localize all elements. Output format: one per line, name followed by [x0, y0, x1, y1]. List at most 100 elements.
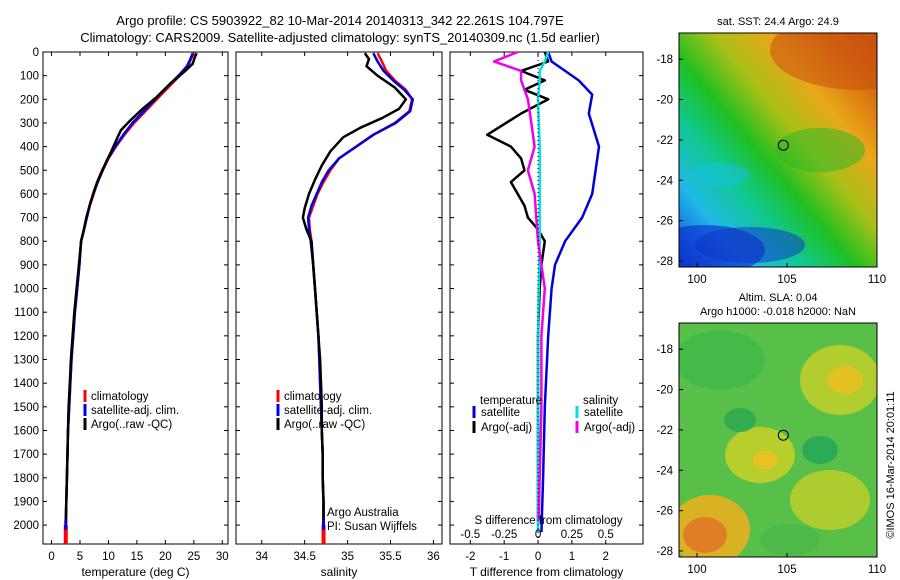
depth-tick-label: 200 — [20, 94, 39, 106]
depth-tick-label: 1000 — [13, 284, 39, 296]
sst-argo-marker-icon — [777, 139, 789, 151]
legend-label-1: satellite-adj. clim. — [284, 405, 372, 417]
plot-frame — [42, 51, 229, 545]
depth-tick-label: 900 — [20, 260, 39, 272]
x-tick-label: 0 — [48, 551, 54, 563]
map-x-tick-label: 110 — [868, 274, 886, 286]
imos-timestamp: ©IMOS 16-Mar-2014 20:01:11 — [885, 391, 897, 538]
x-tick-label: 5 — [77, 551, 83, 563]
legend-label-0: climatology — [91, 391, 149, 403]
map-y-tick-label: -26 — [656, 216, 673, 228]
annotation-line-1: PI: Susan Wijffels — [327, 521, 417, 533]
x-tick-label: 30 — [216, 551, 229, 563]
legend-label-1: Argo(-adj) — [481, 422, 532, 434]
sla-argo-marker-icon — [777, 429, 789, 441]
map-y-tick-label: -18 — [656, 344, 673, 356]
legend-label-2: Argo(..raw -QC) — [91, 419, 172, 431]
map-y-tick-label: -28 — [656, 256, 673, 268]
depth-tick-label: 1900 — [13, 496, 39, 508]
depth-tick-label: 1700 — [13, 449, 39, 461]
depth-tick-label: 1600 — [13, 425, 39, 437]
x-tick-label: 0 — [535, 551, 541, 563]
plot-frame — [235, 51, 443, 545]
depth-tick-label: 700 — [20, 213, 39, 225]
salinity-tick-label: 0.5 — [598, 529, 614, 541]
x-tick-label: 36 — [427, 551, 440, 563]
map-x-tick-label: 100 — [687, 274, 706, 286]
legend-label-2: Argo(..raw -QC) — [284, 419, 365, 431]
x-tick-label: 34 — [255, 551, 268, 563]
series-line-0 — [540, 51, 601, 533]
sla-map-ticks: 100 105 110 -18 -20 -22 -24 -26 -28 — [656, 344, 886, 576]
x-tick-label: 10 — [102, 551, 115, 563]
depth-tick-label: 1500 — [13, 402, 39, 414]
map-y-tick-label: -18 — [656, 54, 673, 66]
x-tick-label: 35 — [341, 551, 354, 563]
annotation-line-0: Argo Australia — [327, 507, 399, 519]
sla-map-field — [679, 323, 877, 557]
map-x-tick-label: 105 — [777, 274, 796, 286]
map-x-tick-label: 105 — [777, 564, 796, 576]
series-line-2 — [536, 51, 550, 533]
x-tick-label: 15 — [131, 551, 144, 563]
plot-frame — [449, 51, 644, 545]
map-y-tick-label: -26 — [656, 506, 673, 518]
map-y-tick-label: -20 — [656, 95, 673, 107]
map-y-tick-label: -22 — [656, 135, 673, 147]
map-x-tick-label: 100 — [687, 564, 706, 576]
legend-label-0: climatology — [284, 391, 342, 403]
salinity-tick-label: -0.5 — [460, 529, 480, 541]
sst-map-title: sat. SST: 24.4 Argo: 24.9 — [717, 16, 839, 28]
series-line-3 — [492, 50, 547, 521]
sst-map-panel: sat. SST: 24.4 Argo: 24.9 100 105 110 -18 -2… — [656, 16, 886, 286]
depth-tick-label: 600 — [20, 189, 39, 201]
depth-tick-label: 1200 — [13, 331, 39, 343]
sla-map-title: Altim. SLA: 0.04 — [739, 292, 818, 304]
depth-tick-label: 400 — [20, 142, 39, 154]
depth-tick-label: 300 — [20, 118, 39, 130]
temperature-panel: 0100200300400500600700800900100011001200… — [13, 47, 228, 579]
depth-tick-label: 100 — [20, 71, 39, 83]
series-line-2 — [64, 52, 198, 523]
map-y-tick-label: -24 — [656, 175, 673, 187]
depth-tick-label: 2000 — [13, 520, 39, 532]
salinity-panel: 34 34.5 35 35.5 36 salinity climatology satelli… — [235, 51, 443, 579]
legend-label-2: satellite — [584, 407, 623, 419]
sst-map-ticks: 100 105 110 -18 -20 -22 -24 -26 -28 — [656, 54, 886, 286]
series-line-2 — [301, 52, 408, 521]
depth-tick-label: 1100 — [14, 307, 39, 319]
salinity-axis-label: S difference from climatology — [474, 515, 622, 527]
salinity-tick-label: 0.25 — [561, 529, 583, 541]
x-tick-label: 25 — [187, 551, 200, 563]
sla-map-panel: Altim. SLA: 0.04 Argo h1000: -0.018 h200… — [656, 292, 886, 576]
legend-label-1: satellite-adj. clim. — [91, 405, 179, 417]
legend-header-temperature: temperature — [480, 395, 542, 407]
map-y-tick-label: -28 — [656, 546, 673, 558]
depth-tick-label: 1300 — [13, 355, 39, 367]
legend-label-3: Argo(-adj) — [584, 422, 635, 434]
header-line-1: Argo profile: CS 5903922_82 10-Mar-2014 … — [116, 13, 564, 28]
x-tick-label: 20 — [159, 551, 172, 563]
sla-map-subtitle: Argo h1000: -0.018 h2000: NaN — [700, 306, 856, 318]
x-axis-label: T difference from climatology — [470, 565, 624, 579]
x-tick-label: -1 — [499, 551, 509, 563]
depth-tick-label: 1800 — [13, 473, 39, 485]
depth-tick-label: 1400 — [13, 378, 39, 390]
legend-header-salinity: salinity — [583, 395, 618, 407]
depth-tick-label: 500 — [20, 165, 39, 177]
map-y-tick-label: -24 — [656, 465, 673, 477]
sst-map-field — [679, 33, 877, 267]
salinity-tick-label: 0 — [535, 529, 541, 541]
map-y-tick-label: -20 — [656, 385, 673, 397]
x-tick-label: 35.5 — [379, 551, 401, 563]
x-tick-label: -2 — [465, 551, 475, 563]
header-line-2: Climatology: CARS2009. Satellite-adjuste… — [80, 30, 600, 45]
salinity-tick-label: -0.25 — [491, 529, 517, 541]
x-tick-label: 1 — [569, 551, 575, 563]
legend-label-0: satellite — [481, 407, 520, 419]
x-tick-label: 34.5 — [293, 551, 315, 563]
x-axis-label: salinity — [321, 565, 358, 579]
x-tick-label: 2 — [603, 551, 609, 563]
